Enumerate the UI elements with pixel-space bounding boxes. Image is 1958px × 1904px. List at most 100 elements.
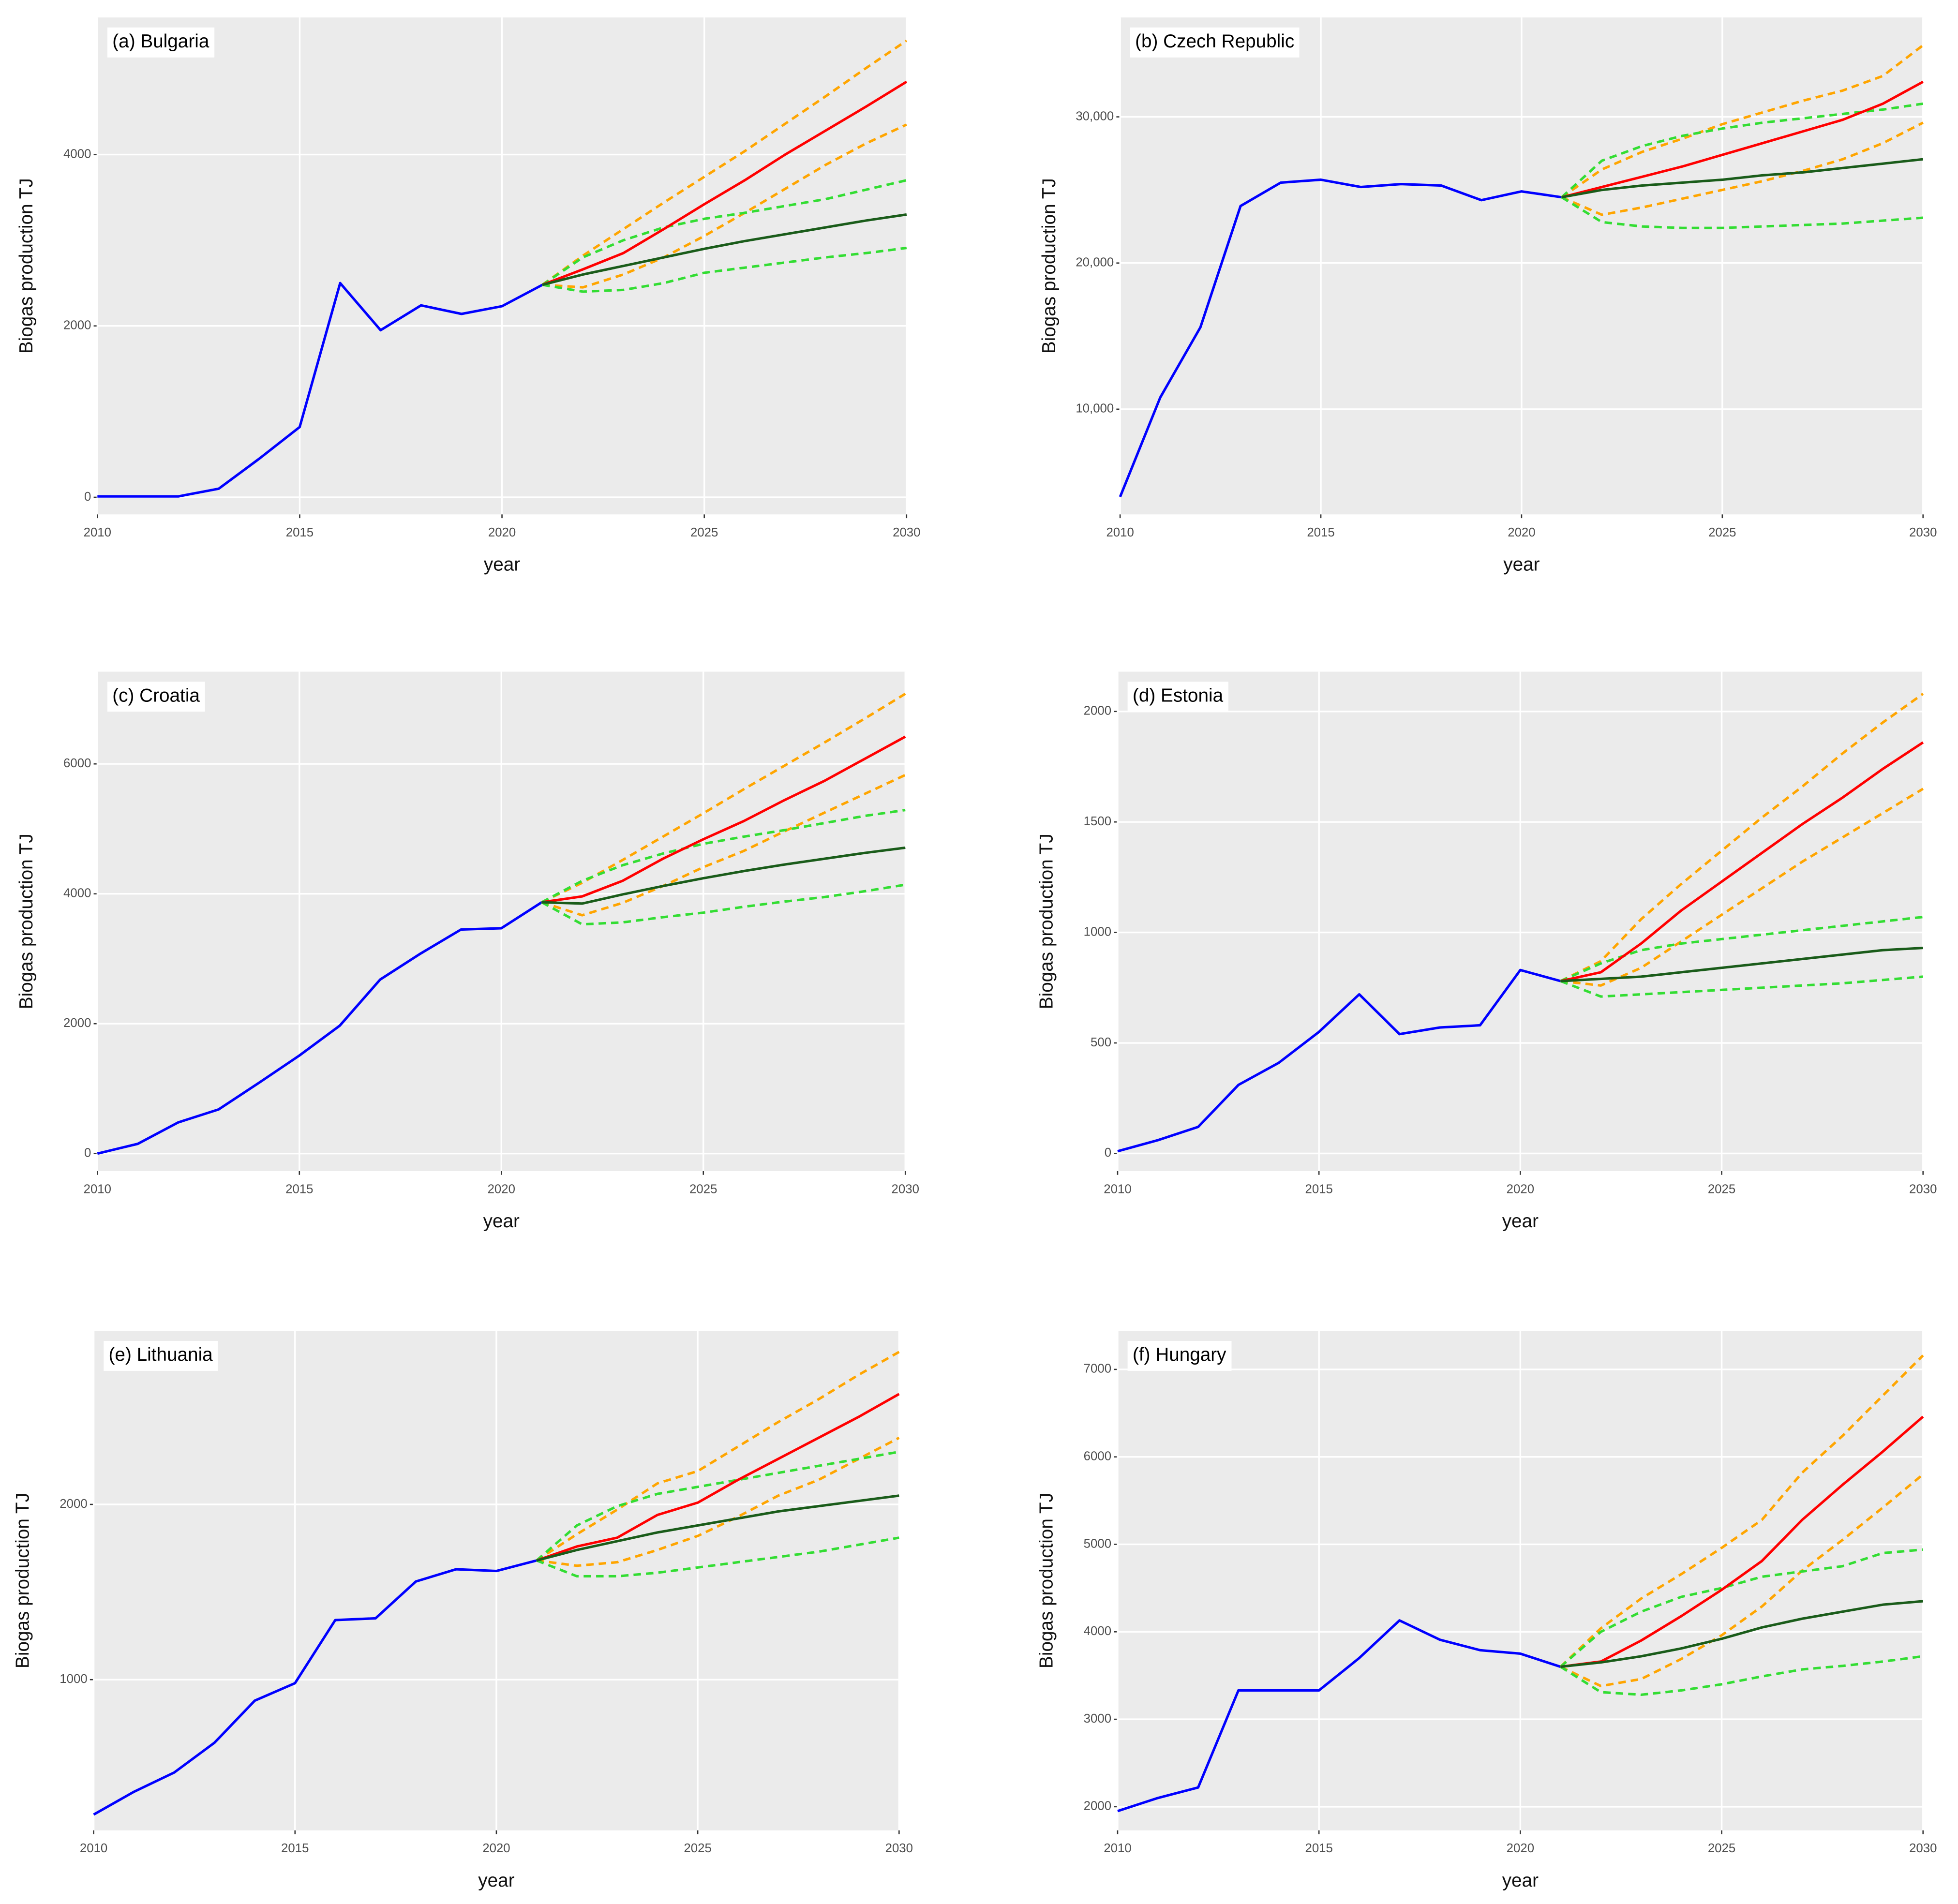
panel: 10,000 20,000 30,000 2010 2015 2020 2025 2030 ye… [1039,17,1937,575]
series-line [1560,1415,1924,1668]
x-tick-label: 2030 [893,526,920,539]
series-line [97,282,543,498]
series-line [1560,741,1924,982]
panel-label: (d) Estonia [1133,685,1224,706]
series-line [541,808,906,904]
x-tick-label: 2025 [690,526,718,539]
panel-label-box [1127,682,1228,712]
series-line [1560,975,1923,998]
x-tick-label: 2020 [1508,526,1535,539]
x-tick-label: 2030 [1909,526,1937,539]
series-line [1560,947,1923,982]
x-tick-label: 2030 [1909,1842,1937,1855]
y-axis-title: Biogas production TJ [1036,1493,1057,1668]
x-tick-label: 2015 [1307,526,1334,539]
x-tick-label: 2020 [482,1842,510,1855]
panel-label-box [107,682,205,712]
series-line [536,1436,900,1567]
panel-label-box [1130,27,1300,58]
y-tick-label: 4000 [1084,1624,1111,1638]
series-line [541,39,908,286]
x-tick-label: 2025 [1708,1842,1735,1855]
panel: 1000 2000 2010 2015 2020 2025 2030 year Biogas p… [12,1331,913,1891]
series-line [541,846,906,905]
panel: 0 2000 4000 2010 2015 2020 2025 2030 year Biogas … [16,17,920,575]
y-tick-label: 2000 [1084,704,1111,718]
series-line [97,901,543,1155]
x-tick-label: 2025 [689,1182,717,1196]
panel-label: (b) Czech Republic [1135,31,1294,52]
panel: 0 2000 4000 6000 2010 2015 2020 2025 2030 year Bio… [16,671,919,1232]
y-tick-label: 6000 [1084,1449,1111,1463]
x-tick-label: 2015 [281,1842,309,1855]
series-line [541,693,906,904]
panel-label: (c) Croatia [112,685,200,706]
x-tick-label: 2025 [1708,526,1736,539]
x-tick-label: 2010 [1106,526,1134,539]
x-tick-label: 2030 [1909,1182,1937,1196]
series-line [536,1536,899,1578]
y-tick-label: 2000 [60,1497,87,1511]
series-line [1560,1600,1923,1668]
x-tick-label: 2020 [488,1182,515,1196]
x-tick-label: 2010 [84,1182,111,1196]
series-line [1559,1548,1923,1668]
y-tick-label: 0 [1105,1146,1111,1160]
y-tick-label: 7000 [1084,1362,1111,1376]
y-tick-label: 3000 [1084,1712,1111,1726]
y-tick-label: 2000 [63,1016,91,1030]
series-line [1117,1619,1561,1813]
series-line [1561,158,1924,199]
panel: 2000 3000 4000 5000 6000 7000 2010 2015 2020 2025… [1036,1331,1937,1891]
x-axis-title: year [1502,1211,1539,1232]
series-line [541,883,906,926]
x-tick-label: 2015 [1305,1182,1332,1196]
x-tick-label: 2010 [84,526,111,539]
x-axis-title: year [1502,1870,1539,1891]
panel-label-box [104,1340,218,1371]
x-tick-label: 2015 [1305,1842,1332,1855]
panel-label: (a) Bulgaria [112,31,209,52]
y-tick-label: 6000 [63,757,91,770]
series-line [1559,1354,1924,1668]
y-tick-label: 1500 [1084,815,1111,828]
panel-label: (f) Hungary [1133,1344,1226,1365]
x-tick-label: 2010 [1104,1842,1131,1855]
x-tick-label: 2020 [1507,1842,1534,1855]
x-tick-label: 2015 [285,1182,313,1196]
x-axis-title: year [484,554,520,575]
y-axis-title: Biogas production TJ [16,178,37,354]
series-line [1560,1655,1924,1696]
series-line [1560,693,1924,982]
x-axis-title: year [1503,554,1539,575]
y-tick-label: 1000 [60,1672,87,1686]
panel-label-box [107,27,215,58]
series-line [541,735,906,904]
y-axis-title: Biogas production TJ [16,833,37,1009]
y-tick-label: 10,000 [1076,402,1114,416]
y-tick-label: 2000 [1084,1800,1111,1813]
series-line [542,246,907,293]
series-line [1561,196,1923,229]
series-line [542,213,907,286]
y-axis-title: Biogas production TJ [1039,178,1060,354]
series-line [93,1559,537,1816]
y-tick-label: 0 [84,1146,91,1160]
series-line [536,1393,900,1562]
series-line [1561,121,1924,216]
x-tick-label: 2030 [892,1182,919,1196]
x-axis-title: year [478,1870,514,1891]
x-axis-title: year [483,1211,520,1232]
y-tick-label: 500 [1091,1036,1111,1049]
y-tick-label: 0 [84,490,91,504]
y-tick-label: 30,000 [1076,109,1114,123]
series-line [536,1450,899,1562]
y-tick-label: 20,000 [1076,256,1114,269]
series-line [1561,102,1924,198]
x-tick-label: 2015 [286,526,314,539]
series-line [541,774,906,917]
series-line [536,1494,899,1562]
x-tick-label: 2025 [684,1842,711,1855]
